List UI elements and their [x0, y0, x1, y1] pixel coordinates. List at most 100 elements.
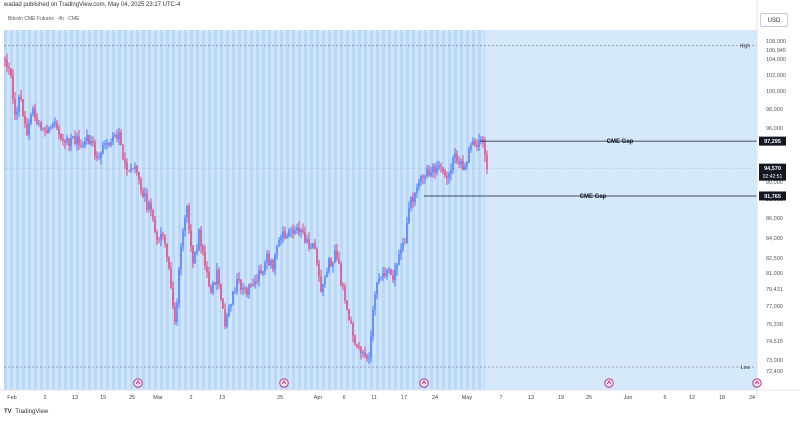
session-band	[379, 30, 382, 390]
candle-body	[354, 335, 356, 345]
candle-body	[270, 260, 272, 266]
candle-body	[342, 284, 344, 286]
candle-body	[112, 135, 114, 142]
candle-body	[26, 123, 28, 135]
candle-body	[468, 149, 470, 163]
candle-body	[234, 291, 236, 293]
candle-body	[164, 235, 166, 245]
session-band	[229, 30, 232, 390]
candle-body	[470, 144, 472, 150]
time-tick-label: Apr	[314, 395, 323, 401]
candle-body	[22, 99, 24, 116]
candle-body	[364, 352, 366, 356]
candle-body	[156, 232, 158, 240]
session-band	[385, 30, 388, 390]
candle-body	[36, 117, 38, 124]
candle-body	[286, 236, 288, 239]
session-band	[85, 30, 88, 390]
candle-body	[204, 251, 206, 267]
candle-body	[6, 60, 8, 67]
candle-body	[310, 247, 312, 249]
candle-body	[140, 179, 142, 192]
candle-body	[102, 145, 104, 153]
candle-body	[440, 165, 442, 168]
time-tick-label: 24	[749, 395, 755, 401]
session-band	[355, 30, 358, 390]
session-band	[19, 30, 22, 390]
candle-body	[368, 357, 370, 359]
candle-body	[258, 270, 260, 282]
time-tick-label: 6	[342, 395, 345, 401]
price-tick-label: 108,000	[766, 39, 786, 45]
price-tick-label: 73,000	[766, 358, 783, 364]
session-band	[67, 30, 70, 390]
candle-body	[184, 217, 186, 231]
candle-body	[372, 309, 374, 337]
session-band	[115, 30, 118, 390]
candle-body	[336, 250, 338, 259]
candle-body	[72, 136, 74, 139]
candle-body	[130, 168, 132, 171]
candle-body	[152, 210, 154, 220]
candle-body	[260, 270, 262, 273]
candle-body	[264, 262, 266, 272]
candle-body	[92, 140, 94, 143]
price-tag	[759, 163, 786, 181]
candle-body	[168, 257, 170, 269]
symbol-legend[interactable]: Bitcoin CME Futures · 4h · CME	[8, 16, 80, 22]
candle-body	[334, 250, 336, 263]
currency-button[interactable]: USD	[760, 13, 788, 27]
candle-body	[296, 227, 298, 231]
candle-body	[478, 140, 480, 147]
session-band	[103, 30, 106, 390]
price-tick-label: 79,431	[766, 287, 783, 293]
candle-body	[16, 111, 18, 115]
candle-body	[194, 251, 196, 264]
session-band	[37, 30, 40, 390]
session-band	[7, 30, 10, 390]
candle-body	[398, 253, 400, 265]
candle-body	[390, 269, 392, 275]
candle-body	[250, 284, 252, 286]
candle-body	[474, 141, 476, 146]
candle-body	[118, 132, 120, 139]
session-band	[247, 30, 250, 390]
candle-body	[62, 138, 64, 141]
time-tick-label: 11	[371, 395, 377, 401]
candle-body	[272, 260, 274, 270]
candle-body	[314, 243, 316, 250]
candle-body	[170, 268, 172, 288]
session-band	[79, 30, 82, 390]
time-tick-label: 12	[689, 395, 695, 401]
candle-body	[472, 141, 474, 145]
candle-body	[160, 233, 162, 240]
time-tick-label: Feb	[7, 395, 16, 401]
candle-body	[136, 165, 138, 173]
candle-body	[394, 269, 396, 281]
session-band	[415, 30, 418, 390]
session-band	[175, 30, 178, 390]
session-band	[373, 30, 376, 390]
cme-gap-label: CME Gap	[607, 139, 634, 145]
candle-body	[356, 344, 358, 348]
candle-body	[254, 281, 256, 286]
session-band	[223, 30, 226, 390]
session-band	[199, 30, 202, 390]
price-tag	[759, 191, 786, 201]
price-tick-label: 106,945	[766, 48, 786, 54]
session-band	[205, 30, 208, 390]
candle-body	[298, 227, 300, 233]
candle-body	[452, 157, 454, 171]
time-tick-label: 24	[432, 395, 438, 401]
candle-body	[382, 273, 384, 277]
time-tick-label: May	[462, 395, 473, 401]
candle-body	[244, 287, 246, 289]
candle-body	[414, 193, 416, 202]
session-marker-glyph	[606, 380, 612, 385]
candle-body	[40, 122, 42, 130]
candle-body	[238, 279, 240, 280]
candle-body	[402, 242, 404, 250]
candle-body	[120, 132, 122, 146]
candle-body	[180, 247, 182, 270]
